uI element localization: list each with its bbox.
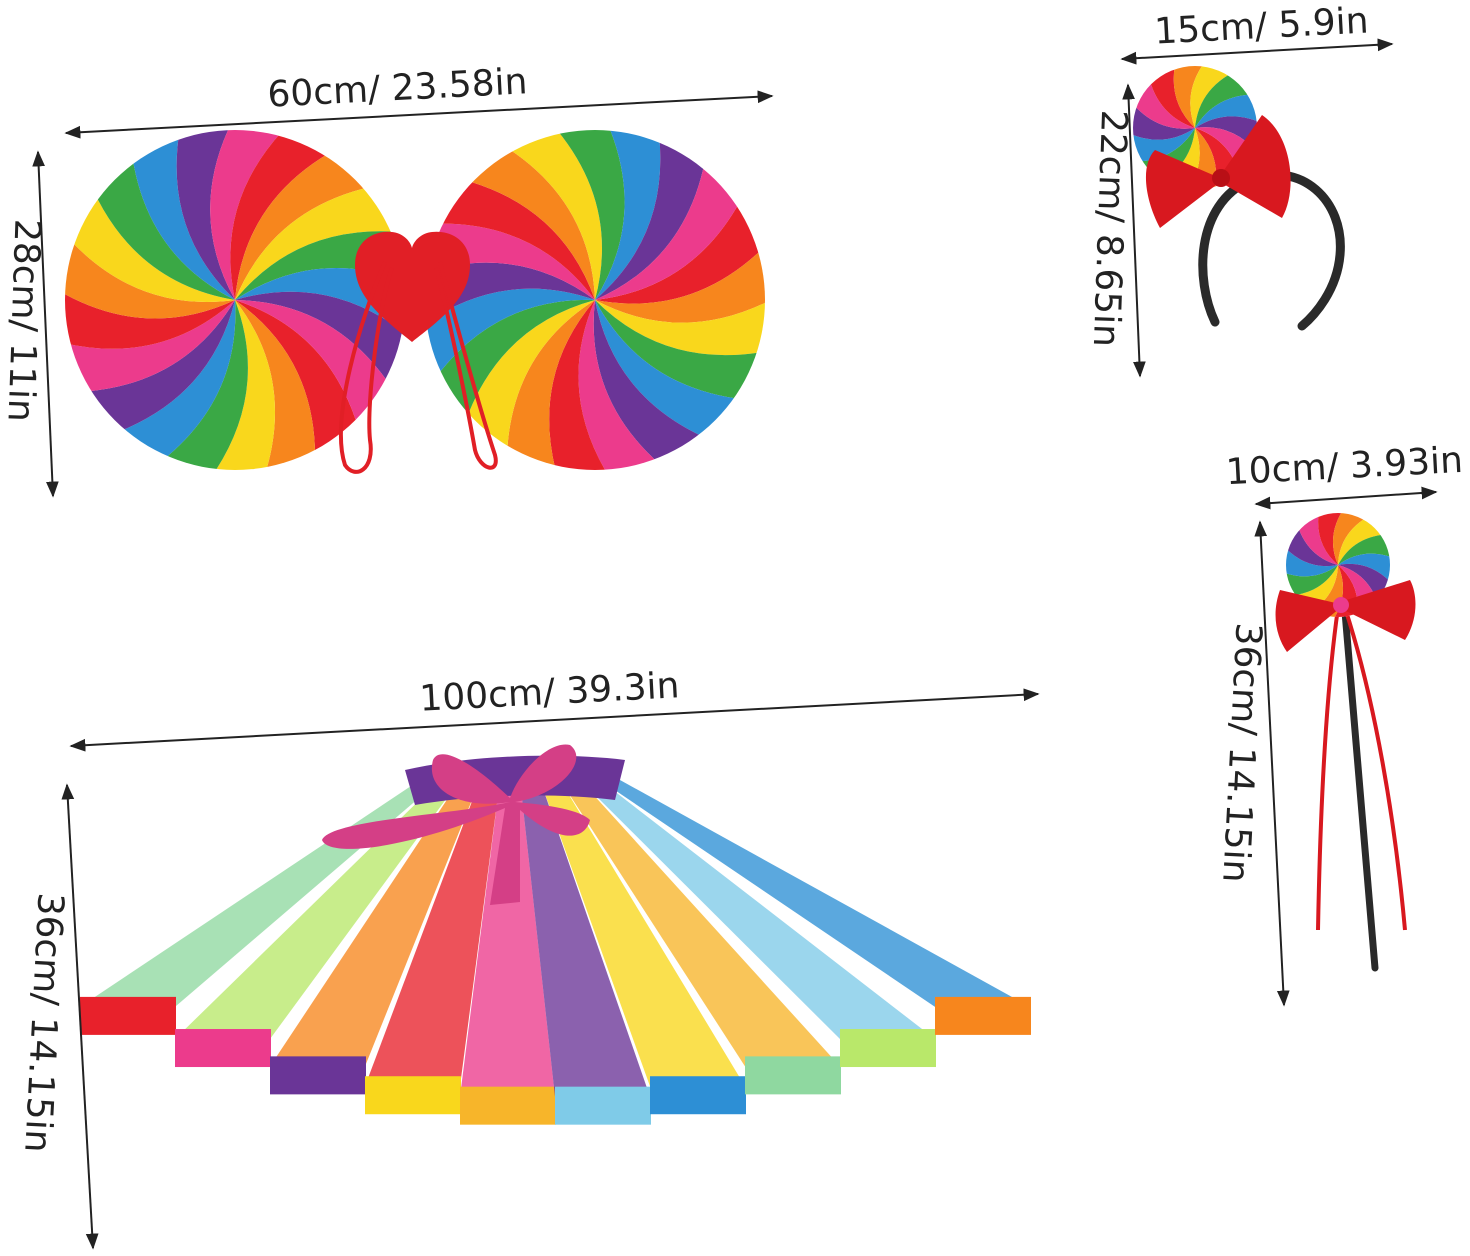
swirl-wedge [578, 300, 693, 470]
swirl-wedge [595, 278, 765, 356]
tutu-panel [560, 780, 840, 1067]
tutu-bow [322, 744, 590, 905]
tutu-satin-hem [555, 1086, 651, 1125]
wand-ribbon-left [1316, 607, 1340, 931]
headband-height-label: 22cm/ 8.65in [1085, 109, 1134, 348]
swirl-wedge [128, 300, 248, 470]
tutu-satin-hem [80, 996, 176, 1035]
heart-center [355, 231, 470, 342]
wand-height-label: 36cm/ 14.15in [1214, 622, 1269, 884]
tutu-width-label: 100cm/ 39.3in [418, 665, 680, 720]
swirl-wedge [1195, 116, 1257, 162]
tutu-panel [270, 780, 480, 1067]
tutu-width-arrow [69, 688, 1040, 752]
swirl-wedge [235, 291, 405, 421]
wings-height-label: 28cm/ 11in [0, 218, 48, 422]
tutu-satin-hem [935, 996, 1031, 1035]
tutu-panel [520, 780, 650, 1097]
wand-bow-knot [1333, 597, 1349, 613]
swirl-wedge [526, 130, 625, 300]
tutu-panel [600, 780, 1030, 1007]
swirl-wedge [470, 130, 602, 300]
wand-width-label: 10cm/ 3.93in [1225, 440, 1464, 493]
lollipop-wand [1275, 513, 1416, 972]
wings-height-arrow [32, 150, 59, 498]
wings-width-arrow [64, 90, 774, 139]
swirl-wedge [1173, 66, 1213, 128]
tutu-height-label: 36cm/ 14.15in [16, 892, 71, 1154]
tutu-panel [365, 780, 500, 1087]
right-elastic-strap [434, 261, 498, 470]
lollipop-headband [1133, 66, 1345, 331]
swirl-wedge [210, 130, 314, 300]
left-elastic-strap [339, 261, 394, 474]
tutu-panel [460, 780, 555, 1097]
tutu-height-arrow [61, 783, 99, 1250]
wand-ribbon-right [1343, 607, 1407, 931]
swirl-wedge [549, 300, 633, 470]
wand-stick [1340, 596, 1379, 972]
tutu-satin-hem [175, 1029, 271, 1068]
headband-bow-knot [1212, 169, 1230, 187]
headband-width-arrow [1120, 38, 1394, 65]
headband-width-label: 15cm/ 5.9in [1153, 0, 1369, 52]
swirl-wedge [235, 300, 316, 470]
swirl-wedge [187, 300, 276, 470]
wand-height-arrow [1254, 520, 1290, 1007]
rainbow-tutu-skirt [80, 744, 1031, 1125]
tutu-panel [175, 780, 460, 1040]
headband-band [1198, 170, 1345, 331]
tutu-satin-hem [745, 1056, 841, 1095]
tutu-satin-hem [840, 1029, 936, 1068]
lollipop-wings [65, 130, 765, 474]
wand-bow [1275, 580, 1416, 652]
swirl-wedge [1318, 513, 1350, 565]
tutu-satin-hem [270, 1056, 366, 1095]
swirl-wedge [176, 130, 252, 300]
wings-width-label: 60cm/ 23.58in [266, 61, 528, 116]
tutu-satin-hem [460, 1086, 556, 1125]
wand-width-arrow [1254, 486, 1438, 510]
swirl-wedge [1326, 565, 1358, 617]
swirl-wedge [595, 217, 765, 323]
headband-height-arrow [1122, 83, 1146, 378]
tutu-tulle-panels [80, 780, 1031, 1125]
tutu-panel [580, 780, 935, 1040]
swirl-wedge [1338, 553, 1390, 591]
tutu-satin-hem [650, 1076, 746, 1115]
swirl-wedge [65, 207, 235, 319]
headband-bow [1145, 115, 1291, 228]
tutu-satin-hem [365, 1076, 461, 1115]
swirl-wedge [425, 288, 595, 412]
swirl-wedge [589, 130, 661, 300]
swirl-wedge [65, 267, 235, 349]
tutu-panel [540, 780, 745, 1087]
